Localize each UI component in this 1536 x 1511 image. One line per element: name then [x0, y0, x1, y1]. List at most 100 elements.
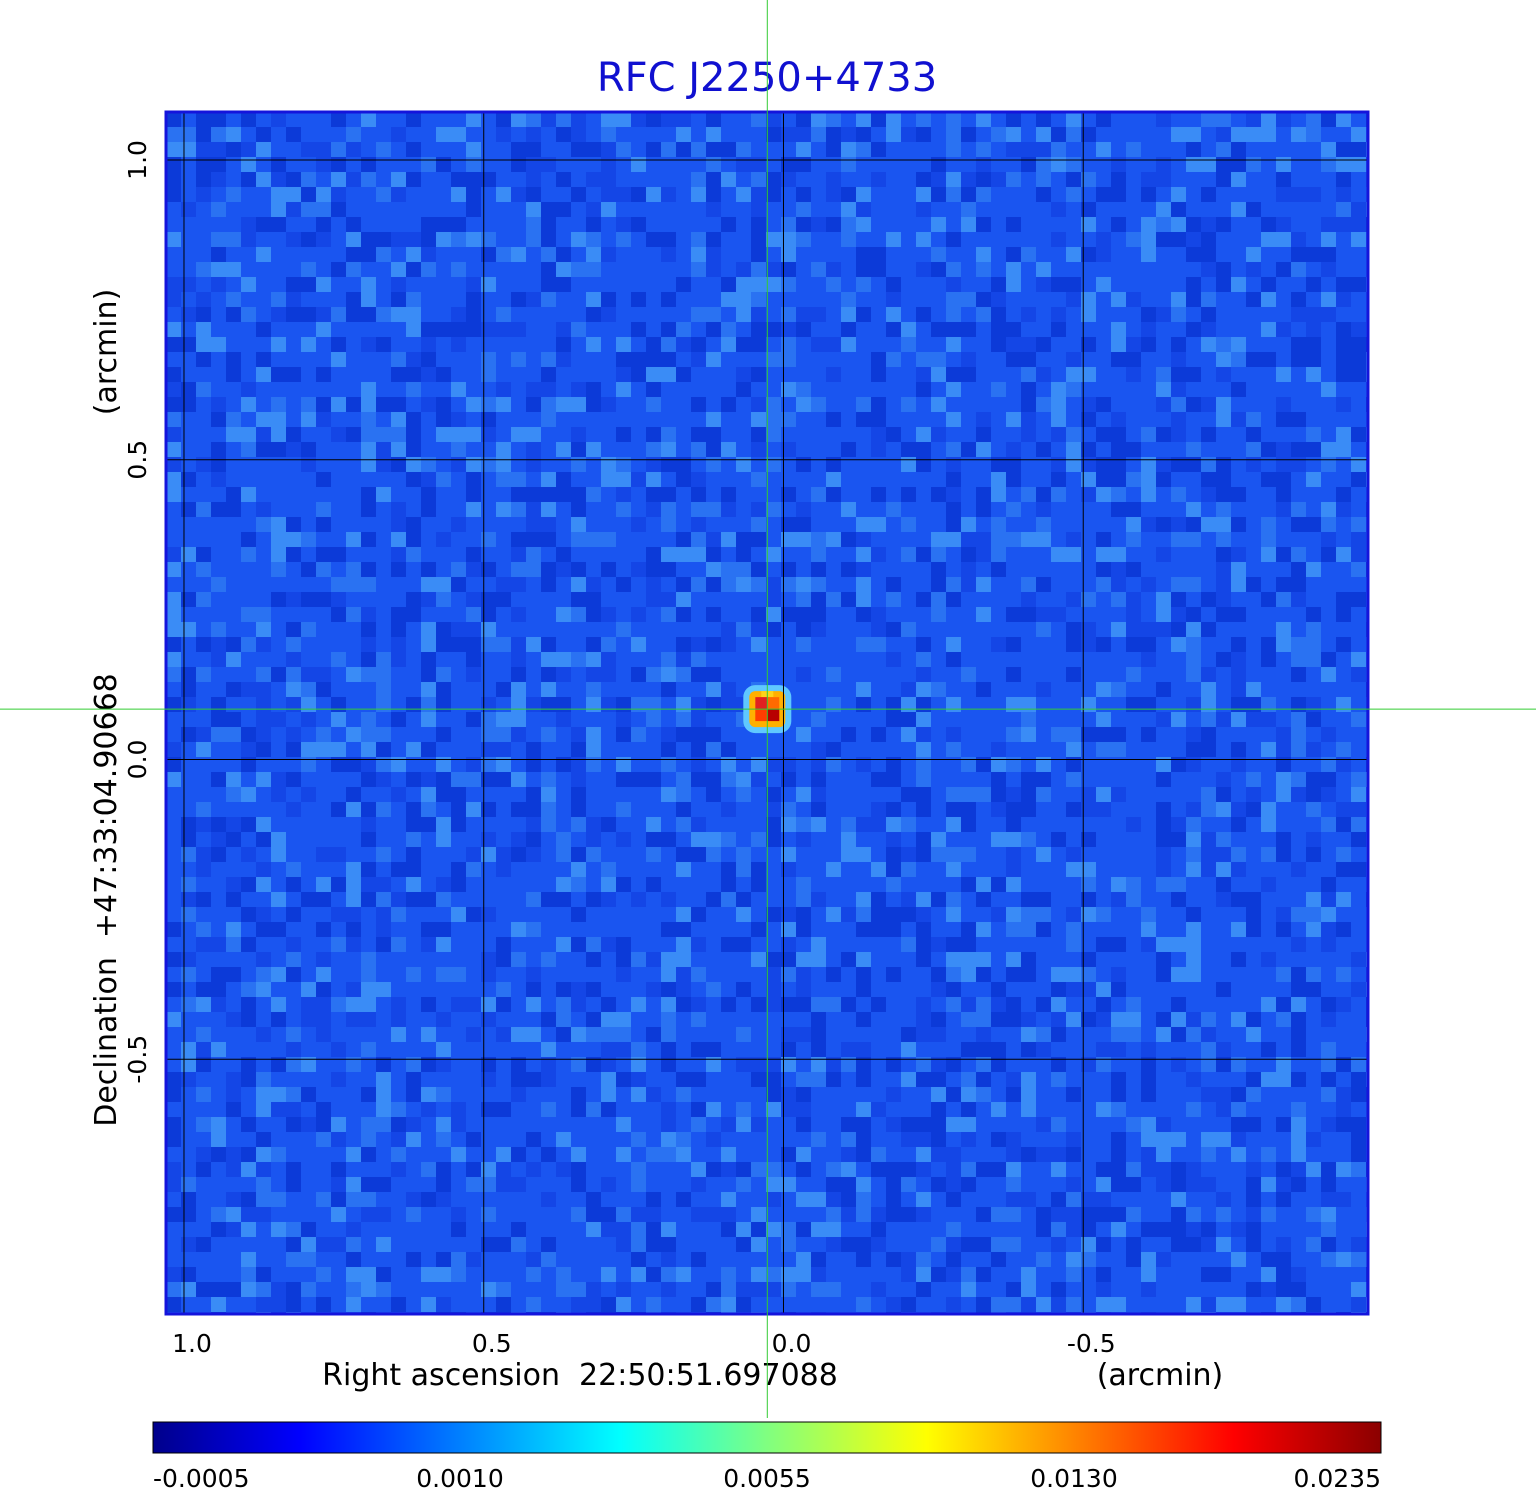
noise-cell	[946, 382, 961, 397]
noise-cell	[166, 292, 181, 307]
noise-cell	[1006, 277, 1021, 292]
noise-cell	[1096, 1207, 1111, 1222]
noise-cell	[991, 562, 1006, 577]
noise-cell	[1006, 322, 1021, 337]
noise-cell	[991, 997, 1006, 1012]
noise-cell	[436, 217, 451, 232]
noise-cell	[1336, 1117, 1351, 1132]
noise-cell	[1051, 997, 1066, 1012]
noise-cell	[826, 142, 841, 157]
noise-cell	[946, 742, 961, 757]
noise-cell	[166, 127, 181, 142]
noise-cell	[976, 442, 991, 457]
noise-cell	[1276, 187, 1291, 202]
noise-cell	[1306, 802, 1321, 817]
noise-cell	[1201, 802, 1216, 817]
noise-cell	[241, 847, 256, 862]
noise-cell	[646, 1297, 661, 1312]
noise-cell	[886, 1117, 901, 1132]
noise-cell	[736, 307, 751, 322]
noise-cell	[916, 127, 931, 142]
noise-cell	[1006, 997, 1021, 1012]
noise-cell	[241, 427, 256, 442]
noise-cell	[811, 532, 826, 547]
noise-cell	[991, 337, 1006, 352]
noise-cell	[796, 967, 811, 982]
noise-cell	[421, 1027, 436, 1042]
noise-cell	[916, 1192, 931, 1207]
noise-cell	[376, 1237, 391, 1252]
noise-cell	[1006, 907, 1021, 922]
noise-cell	[1126, 337, 1141, 352]
noise-cell	[1036, 367, 1051, 382]
noise-cell	[931, 262, 946, 277]
noise-cell	[196, 292, 211, 307]
noise-cell	[796, 1027, 811, 1042]
noise-cell	[631, 1072, 646, 1087]
noise-cell	[256, 622, 271, 637]
noise-cell	[1006, 922, 1021, 937]
noise-cell	[766, 787, 781, 802]
noise-cell	[1186, 277, 1201, 292]
noise-cell	[496, 862, 511, 877]
noise-cell	[1111, 1072, 1126, 1087]
noise-cell	[166, 487, 181, 502]
noise-cell	[901, 907, 916, 922]
noise-cell	[1336, 862, 1351, 877]
noise-cell	[586, 682, 601, 697]
noise-cell	[1201, 1237, 1216, 1252]
noise-cell	[406, 1252, 421, 1267]
noise-cell	[376, 397, 391, 412]
noise-cell	[661, 337, 676, 352]
noise-cell	[1141, 1222, 1156, 1237]
noise-cell	[976, 217, 991, 232]
noise-cell	[1201, 1177, 1216, 1192]
noise-cell	[736, 142, 751, 157]
noise-cell	[1231, 1297, 1246, 1312]
noise-cell	[856, 952, 871, 967]
noise-cell	[1081, 472, 1096, 487]
noise-cell	[586, 292, 601, 307]
noise-cell	[796, 1267, 811, 1282]
noise-cell	[706, 847, 721, 862]
noise-cell	[931, 682, 946, 697]
noise-cell	[1036, 277, 1051, 292]
noise-cell	[1081, 1192, 1096, 1207]
noise-cell	[166, 592, 181, 607]
noise-cell	[1051, 472, 1066, 487]
noise-cell	[691, 352, 706, 367]
noise-cell	[991, 982, 1006, 997]
noise-cell	[841, 1177, 856, 1192]
noise-cell	[826, 472, 841, 487]
noise-cell	[961, 202, 976, 217]
noise-cell	[301, 262, 316, 277]
noise-cell	[1336, 922, 1351, 937]
noise-cell	[181, 697, 196, 712]
noise-cell	[1216, 982, 1231, 997]
noise-cell	[1051, 142, 1066, 157]
noise-cell	[1321, 232, 1336, 247]
noise-cell	[1336, 892, 1351, 907]
noise-cell	[1126, 562, 1141, 577]
noise-cell	[316, 472, 331, 487]
noise-cell	[721, 742, 736, 757]
noise-cell	[406, 1207, 421, 1222]
noise-cell	[286, 1237, 301, 1252]
noise-cell	[1216, 502, 1231, 517]
noise-cell	[1111, 1147, 1126, 1162]
noise-cell	[256, 1132, 271, 1147]
noise-cell	[1081, 457, 1096, 472]
noise-cell	[871, 907, 886, 922]
noise-cell	[631, 952, 646, 967]
noise-cell	[1261, 1042, 1276, 1057]
noise-cell	[1201, 667, 1216, 682]
noise-cell	[421, 397, 436, 412]
noise-cell	[811, 487, 826, 502]
noise-cell	[286, 682, 301, 697]
noise-cell	[421, 682, 436, 697]
noise-cell	[526, 1297, 541, 1312]
noise-cell	[361, 622, 376, 637]
noise-cell	[796, 1222, 811, 1237]
noise-cell	[376, 142, 391, 157]
noise-cell	[361, 562, 376, 577]
